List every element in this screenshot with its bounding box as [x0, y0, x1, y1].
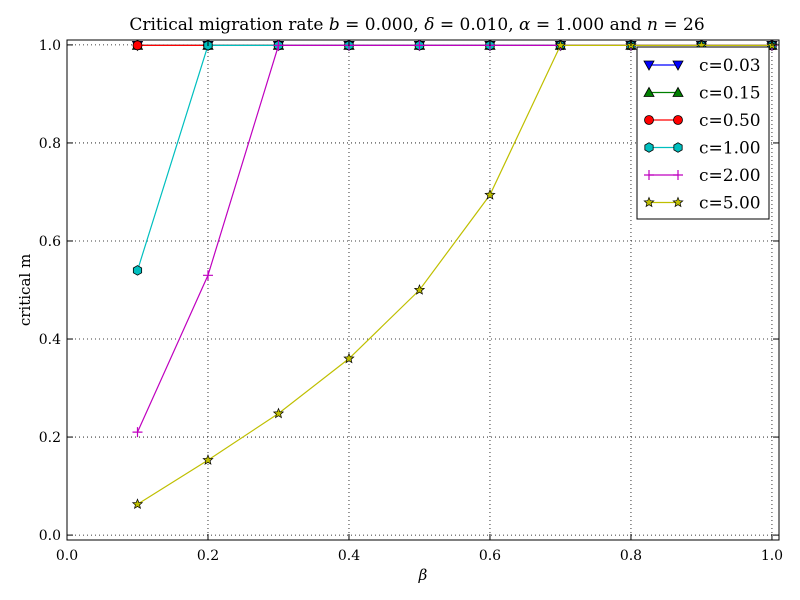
legend-entry: c=5.00: [643, 194, 761, 214]
legend-marker: [644, 142, 654, 153]
series-c-5-00: [131, 39, 778, 510]
legend-entry: c=2.00: [644, 166, 761, 186]
legend-marker: [673, 115, 683, 125]
data-point: [414, 40, 425, 51]
legend-marker: [672, 196, 684, 208]
title-symbol-alpha: α: [519, 15, 531, 35]
plot-series: [131, 39, 778, 510]
data-point: [131, 498, 144, 510]
title-part-3: = 0.000,: [340, 15, 425, 35]
y-axis-label: critical m: [16, 254, 34, 326]
x-axis-label: β: [418, 566, 428, 584]
y-tick-label: 0.2: [39, 430, 61, 446]
legend-marker: [643, 60, 655, 71]
title-part-1: Critical migration rate: [129, 15, 328, 35]
legend-label: c=1.00: [699, 139, 761, 159]
legend-marker: [672, 60, 684, 71]
data-point: [273, 40, 284, 51]
title-part-9: = 26: [658, 15, 705, 35]
data-point: [132, 40, 143, 51]
legend-label: c=0.50: [699, 111, 761, 131]
title-symbol-n: n: [647, 15, 658, 35]
x-tick-label: 0.0: [56, 548, 78, 564]
series-line: [137, 44, 772, 505]
y-tick-label: 0.0: [39, 528, 61, 544]
data-point: [132, 427, 143, 438]
title-part-5: = 0.010,: [434, 15, 519, 35]
legend-entry: c=0.15: [643, 84, 761, 104]
x-tick-label: 1.0: [761, 548, 783, 564]
y-tick-label: 0.4: [39, 332, 61, 348]
x-tick-label: 0.8: [620, 548, 642, 564]
plot-frame: [66, 39, 780, 541]
legend-label: c=0.15: [699, 84, 761, 104]
y-tick-label: 0.8: [39, 136, 61, 152]
title-part-7: = 1.000 and: [531, 15, 648, 35]
legend-label: c=0.03: [699, 56, 761, 76]
data-point: [343, 352, 355, 364]
legend-entry: c=0.03: [643, 56, 761, 76]
data-point: [484, 188, 496, 200]
data-point: [554, 39, 567, 51]
legend-label: c=5.00: [699, 194, 761, 214]
legend-marker: [644, 170, 654, 180]
legend-box: [636, 46, 770, 220]
data-point: [272, 407, 285, 419]
title-symbol-b: b: [329, 15, 340, 35]
x-tick-label: 0.6: [479, 548, 501, 564]
x-tick-label: 0.2: [197, 548, 219, 564]
axis-ticks: 0.0 0.2 0.4 0.6 0.8 1.0 0.0 0.2 0.4 0.6 0.8 1.0: [39, 38, 783, 564]
legend-marker: [673, 142, 683, 153]
legend: c=0.03 c=0.15 c=0.50 c=1.00 c=2.00 c=5.00: [636, 46, 770, 220]
legend-marker: [673, 170, 683, 180]
legend-marker: [644, 115, 654, 125]
y-tick-label: 0.6: [39, 234, 61, 250]
data-point: [202, 270, 213, 281]
data-point: [132, 265, 143, 276]
legend-entry: c=1.00: [644, 139, 761, 159]
legend-label: c=2.00: [699, 166, 761, 186]
x-tick-label: 0.4: [338, 548, 360, 564]
data-point: [413, 284, 426, 295]
chart-title: Critical migration rate b = 0.000, δ = 0…: [129, 15, 704, 35]
legend-marker: [643, 86, 655, 97]
legend-entry: c=0.50: [644, 111, 761, 131]
title-symbol-delta: δ: [424, 15, 434, 35]
legend-marker: [672, 86, 684, 97]
data-point: [202, 454, 214, 465]
y-tick-label: 1.0: [39, 38, 61, 54]
legend-marker: [643, 196, 655, 208]
